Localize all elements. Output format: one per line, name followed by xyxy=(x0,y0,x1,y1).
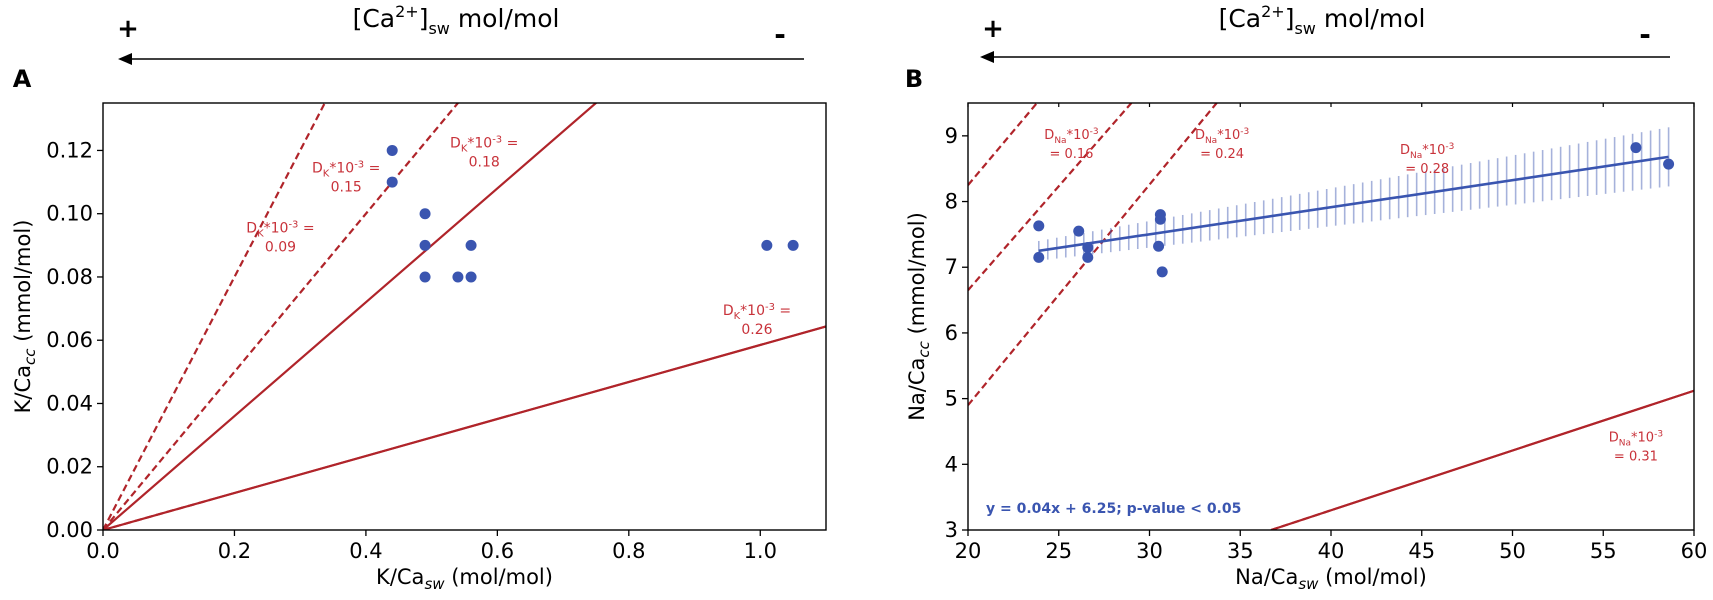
y-tick-label: 6 xyxy=(945,321,958,345)
plot-area xyxy=(103,103,826,530)
data-point xyxy=(787,239,799,251)
y-tick-label: 4 xyxy=(945,452,958,476)
partition-label-value: 0.15 xyxy=(331,180,362,196)
data-point xyxy=(419,208,431,220)
axes-frame xyxy=(102,102,827,531)
header-arrow-head xyxy=(118,53,132,65)
panel-label: B xyxy=(905,65,923,93)
header-arrow-head xyxy=(980,51,994,63)
partition-line-solid xyxy=(1334,389,1694,511)
partition-label: DK*10-3 = xyxy=(246,220,314,240)
panel-label: A xyxy=(13,65,32,93)
x-tick-label: 45 xyxy=(1408,539,1435,563)
data-point xyxy=(419,271,431,283)
y-tick-label: 5 xyxy=(945,387,958,411)
axes-frame xyxy=(967,102,1695,531)
partition-label: DNa*10-3 xyxy=(1400,142,1454,161)
partition-label-value: 0.09 xyxy=(265,240,296,256)
data-point xyxy=(1073,225,1085,237)
y-tick-label: 0.00 xyxy=(46,518,93,542)
partition-label: DNa*10-3 xyxy=(1609,429,1663,448)
data-point xyxy=(761,239,773,251)
x-tick-label: 60 xyxy=(1681,539,1708,563)
x-tick-label: 0.4 xyxy=(349,539,382,563)
x-axis-label: K/Casw (mol/mol) xyxy=(376,565,553,593)
header-plus: + xyxy=(982,14,1004,44)
x-tick-label: 35 xyxy=(1227,539,1254,563)
y-tick-label: 0.06 xyxy=(46,328,93,352)
data-point xyxy=(1156,266,1168,278)
x-tick-label: 0.6 xyxy=(481,539,514,563)
panel-B: + - [Ca2+]sw mol/mol By = 0.04x + 6.25; p-v… xyxy=(905,2,1708,593)
partition-label: DK*10-3 = xyxy=(312,160,380,180)
partition-label-value: = 0.28 xyxy=(1405,162,1449,177)
partition-line xyxy=(103,103,327,530)
x-tick-label: 50 xyxy=(1499,539,1526,563)
y-axis-label: Na/Cacc (mmol/mol) xyxy=(905,212,933,421)
y-tick-label: 0.04 xyxy=(46,391,93,415)
x-tick-label: 55 xyxy=(1590,539,1617,563)
header-minus: - xyxy=(1639,18,1651,51)
partition-label: DK*10-3 = xyxy=(450,134,518,154)
y-tick-label: 9 xyxy=(945,124,958,148)
y-tick-label: 0.12 xyxy=(46,138,93,162)
y-tick-label: 0.02 xyxy=(46,455,93,479)
partition-label: DK*10-3 = xyxy=(723,302,791,322)
x-tick-label: 1.0 xyxy=(744,539,777,563)
y-tick-label: 7 xyxy=(945,255,958,279)
y-tick-label: 0.10 xyxy=(46,202,93,226)
partition-label-value: = 0.24 xyxy=(1200,147,1244,162)
data-point xyxy=(1033,251,1045,263)
data-point xyxy=(1154,213,1166,225)
header-title: [Ca2+]sw mol/mol xyxy=(353,2,560,38)
data-point xyxy=(1663,158,1675,170)
x-tick-label: 40 xyxy=(1318,539,1345,563)
header-plus: + xyxy=(117,14,139,44)
header-minus: - xyxy=(774,18,786,51)
data-point xyxy=(1082,251,1094,263)
data-point xyxy=(386,176,398,188)
x-axis-label: Na/Casw (mol/mol) xyxy=(1235,565,1427,593)
partition-label: DNa*10-3 xyxy=(1195,127,1249,146)
x-tick-label: 0.8 xyxy=(612,539,645,563)
data-point xyxy=(419,239,431,251)
partition-label: DNa*10-3 xyxy=(1044,127,1098,146)
header-title: [Ca2+]sw mol/mol xyxy=(1219,2,1426,38)
partition-label-value: = 0.16 xyxy=(1049,147,1093,162)
data-point xyxy=(1153,240,1165,252)
y-axis-label: K/Cacc (mmol/mol) xyxy=(11,220,39,414)
data-point xyxy=(1082,242,1094,254)
partition-line xyxy=(103,103,460,530)
partition-line-dashed xyxy=(103,498,212,530)
partition-line xyxy=(103,103,598,530)
partition-label-value: 0.26 xyxy=(741,322,772,338)
plot-area xyxy=(968,103,1694,530)
regression-line xyxy=(1038,155,1669,253)
x-tick-label: 25 xyxy=(1045,539,1072,563)
y-tick-label: 0.08 xyxy=(46,265,93,289)
partition-label-value: 0.18 xyxy=(469,154,500,170)
x-tick-label: 30 xyxy=(1136,539,1163,563)
data-point xyxy=(1630,142,1642,154)
data-point xyxy=(386,144,398,156)
partition-line-dashed xyxy=(1270,508,1335,530)
partition-line xyxy=(968,103,1038,186)
data-point xyxy=(452,271,464,283)
data-point xyxy=(465,271,477,283)
y-tick-label: 3 xyxy=(945,518,958,542)
partition-line-solid xyxy=(211,325,826,501)
data-point xyxy=(465,239,477,251)
data-point xyxy=(1033,220,1045,232)
regression-equation: y = 0.04x + 6.25; p-value < 0.05 xyxy=(986,501,1241,517)
x-tick-label: 20 xyxy=(955,539,982,563)
partition-label-value: = 0.31 xyxy=(1614,449,1658,464)
x-tick-label: 0.2 xyxy=(218,539,251,563)
y-tick-label: 8 xyxy=(945,190,958,214)
partition-line xyxy=(968,103,1133,291)
x-tick-label: 0.0 xyxy=(86,539,119,563)
